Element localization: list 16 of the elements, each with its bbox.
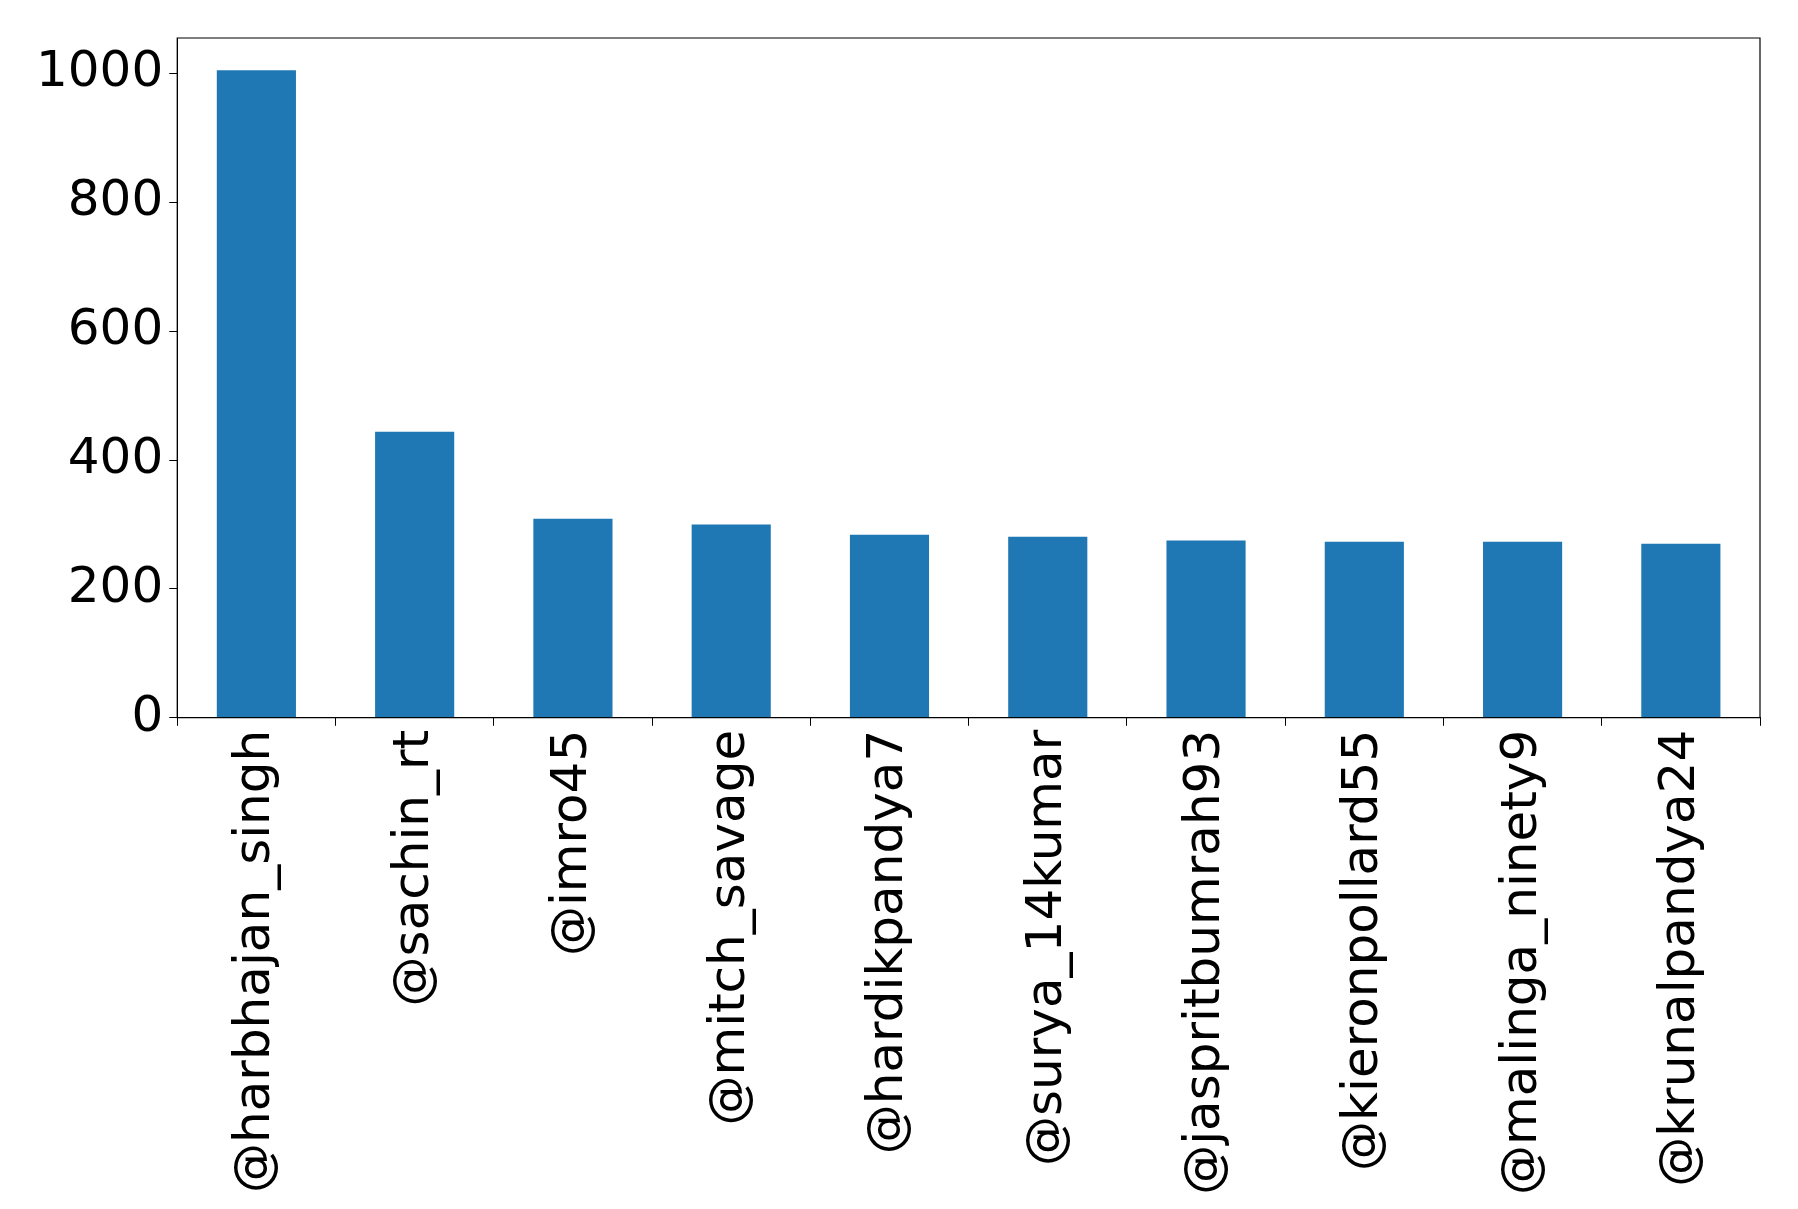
x-tick-label: @sachin_rt	[381, 729, 440, 1007]
x-tick-label: @harbhajan_singh	[223, 729, 282, 1193]
y-tick-label: 400	[67, 427, 164, 486]
y-tick-label: 0	[131, 684, 164, 743]
x-tick-label: @mitch_savage	[698, 729, 757, 1126]
y-tick-label: 600	[67, 298, 164, 357]
y-tick-label: 200	[67, 555, 164, 614]
x-tick-label: @kieronpollard55	[1331, 729, 1390, 1171]
x-tick-label: @jaspritbumrah93	[1173, 729, 1232, 1195]
x-tick-label: @krunalpandya24	[1647, 729, 1706, 1187]
y-tick-label: 1000	[36, 40, 164, 99]
x-tick-label: @hardikpandya7	[856, 729, 915, 1155]
x-tick-label: @surya_14kumar	[1014, 729, 1073, 1166]
x-tick-label: @imro45	[539, 729, 598, 957]
y-tick-label: 800	[67, 169, 164, 228]
x-tick-label: @malinga_ninety9	[1489, 729, 1548, 1195]
